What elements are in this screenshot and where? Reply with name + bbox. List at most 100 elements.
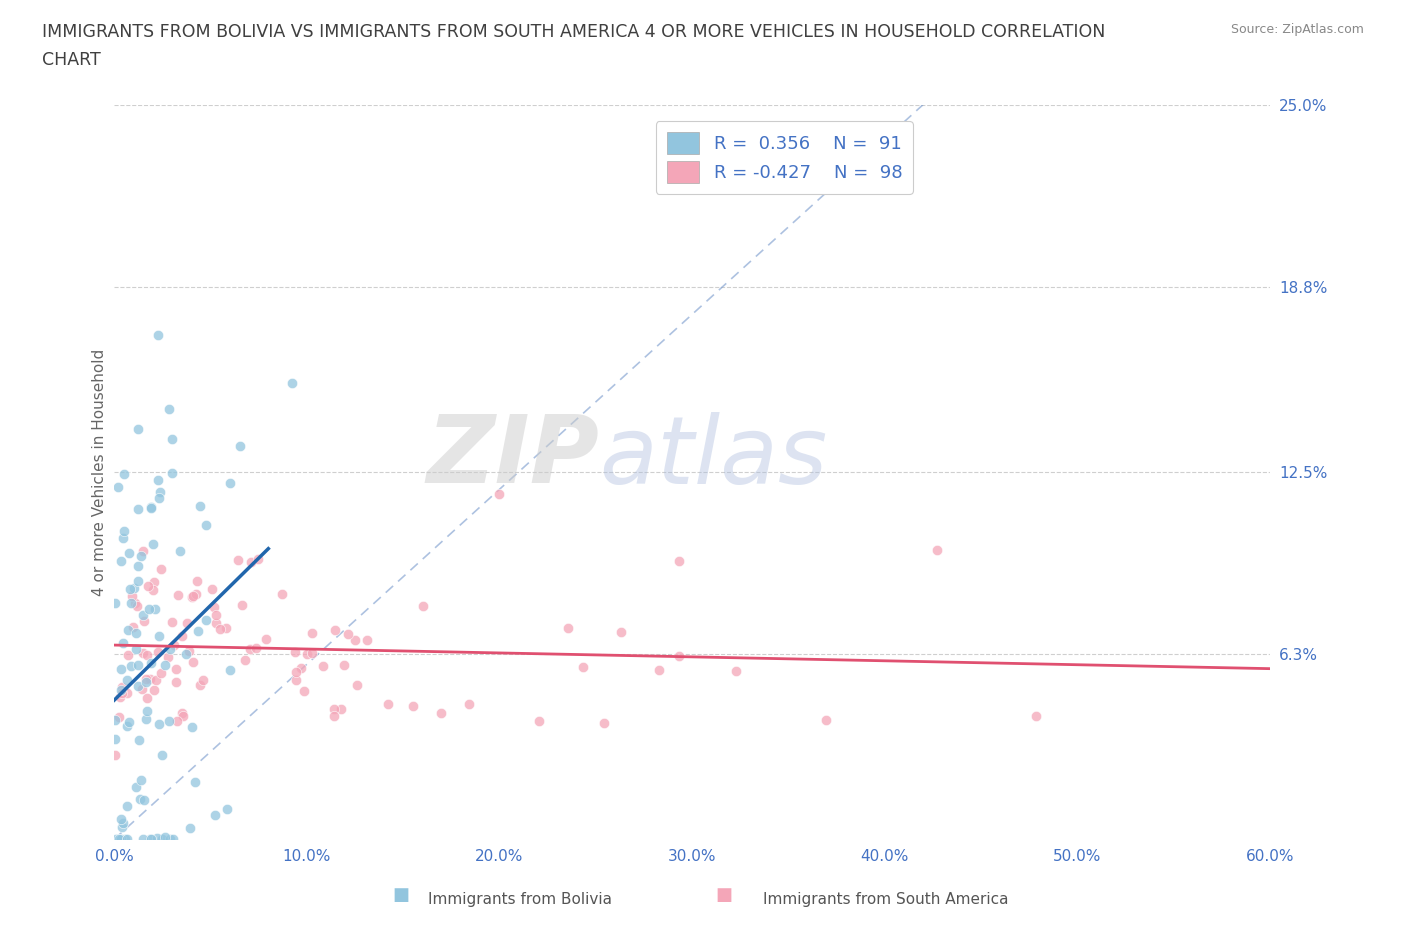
Point xyxy=(146,644,169,659)
Point xyxy=(333,658,356,672)
Point xyxy=(284,644,307,659)
Point xyxy=(195,517,218,532)
Point xyxy=(162,831,184,846)
Point xyxy=(290,661,312,676)
Point xyxy=(115,685,138,700)
Point xyxy=(179,644,201,658)
Point xyxy=(346,677,368,692)
Point xyxy=(127,658,149,672)
Point xyxy=(157,402,180,417)
Point xyxy=(179,821,201,836)
Point xyxy=(165,674,187,689)
Point xyxy=(117,647,139,662)
Point xyxy=(166,713,188,728)
Point xyxy=(219,662,242,677)
Point xyxy=(150,747,173,762)
Point xyxy=(112,530,135,545)
Point xyxy=(135,711,157,726)
Point xyxy=(107,480,129,495)
Point xyxy=(131,645,153,660)
Point xyxy=(160,466,183,481)
Point xyxy=(284,672,307,687)
Y-axis label: 4 or more Vehicles in Household: 4 or more Vehicles in Household xyxy=(93,349,107,595)
Point xyxy=(153,658,176,672)
Point xyxy=(402,698,425,713)
Point xyxy=(194,612,217,627)
Point xyxy=(323,623,346,638)
Point xyxy=(104,712,127,727)
Legend: R =  0.356    N =  91, R = -0.427    N =  98: R = 0.356 N = 91, R = -0.427 N = 98 xyxy=(655,121,912,194)
Point xyxy=(322,709,344,724)
Point xyxy=(1296,671,1319,685)
Point xyxy=(228,552,250,567)
Text: Immigrants from Bolivia: Immigrants from Bolivia xyxy=(429,892,612,907)
Point xyxy=(110,683,132,698)
Point xyxy=(167,588,190,603)
Point xyxy=(125,779,148,794)
Point xyxy=(129,549,152,564)
Point xyxy=(292,684,315,698)
Point xyxy=(125,598,148,613)
Point xyxy=(111,819,134,834)
Point xyxy=(239,554,262,569)
Point xyxy=(233,652,256,667)
Point xyxy=(162,615,184,630)
Point xyxy=(169,543,191,558)
Point xyxy=(527,713,550,728)
Point xyxy=(148,490,170,505)
Point xyxy=(157,650,180,665)
Point xyxy=(108,831,131,846)
Point xyxy=(128,733,150,748)
Point xyxy=(160,432,183,446)
Point xyxy=(429,705,451,720)
Point xyxy=(105,831,128,846)
Point xyxy=(143,575,166,590)
Point xyxy=(557,620,579,635)
Point xyxy=(117,622,139,637)
Point xyxy=(280,376,302,391)
Point xyxy=(131,682,153,697)
Text: Immigrants from South America: Immigrants from South America xyxy=(763,892,1008,907)
Point xyxy=(114,831,136,846)
Text: ZIP: ZIP xyxy=(426,411,599,503)
Point xyxy=(148,629,170,644)
Point xyxy=(120,658,142,673)
Point xyxy=(125,625,148,640)
Point xyxy=(725,663,748,678)
Point xyxy=(215,801,238,816)
Point xyxy=(301,645,323,660)
Point xyxy=(149,485,172,499)
Point xyxy=(120,595,142,610)
Point xyxy=(117,672,139,687)
Point xyxy=(153,830,176,844)
Point xyxy=(110,554,132,569)
Point xyxy=(107,831,129,846)
Point xyxy=(139,831,162,846)
Point xyxy=(312,658,335,673)
Point xyxy=(117,831,139,846)
Point xyxy=(330,701,353,716)
Point xyxy=(163,638,186,653)
Point xyxy=(127,502,149,517)
Point xyxy=(121,589,143,604)
Point xyxy=(108,690,131,705)
Point xyxy=(284,665,307,680)
Point xyxy=(104,595,127,610)
Point xyxy=(215,620,238,635)
Text: IMMIGRANTS FROM BOLIVIA VS IMMIGRANTS FROM SOUTH AMERICA 4 OR MORE VEHICLES IN H: IMMIGRANTS FROM BOLIVIA VS IMMIGRANTS FR… xyxy=(42,23,1105,41)
Point xyxy=(593,716,616,731)
Text: ■: ■ xyxy=(716,886,733,904)
Point xyxy=(135,671,157,686)
Point xyxy=(181,589,204,604)
Point xyxy=(157,713,180,728)
Point xyxy=(118,545,141,560)
Point xyxy=(121,619,143,634)
Point xyxy=(129,791,152,806)
Point xyxy=(124,641,146,656)
Point xyxy=(111,816,134,830)
Point xyxy=(132,792,155,807)
Point xyxy=(170,705,193,720)
Point xyxy=(141,500,163,515)
Point xyxy=(186,573,208,588)
Point xyxy=(111,680,134,695)
